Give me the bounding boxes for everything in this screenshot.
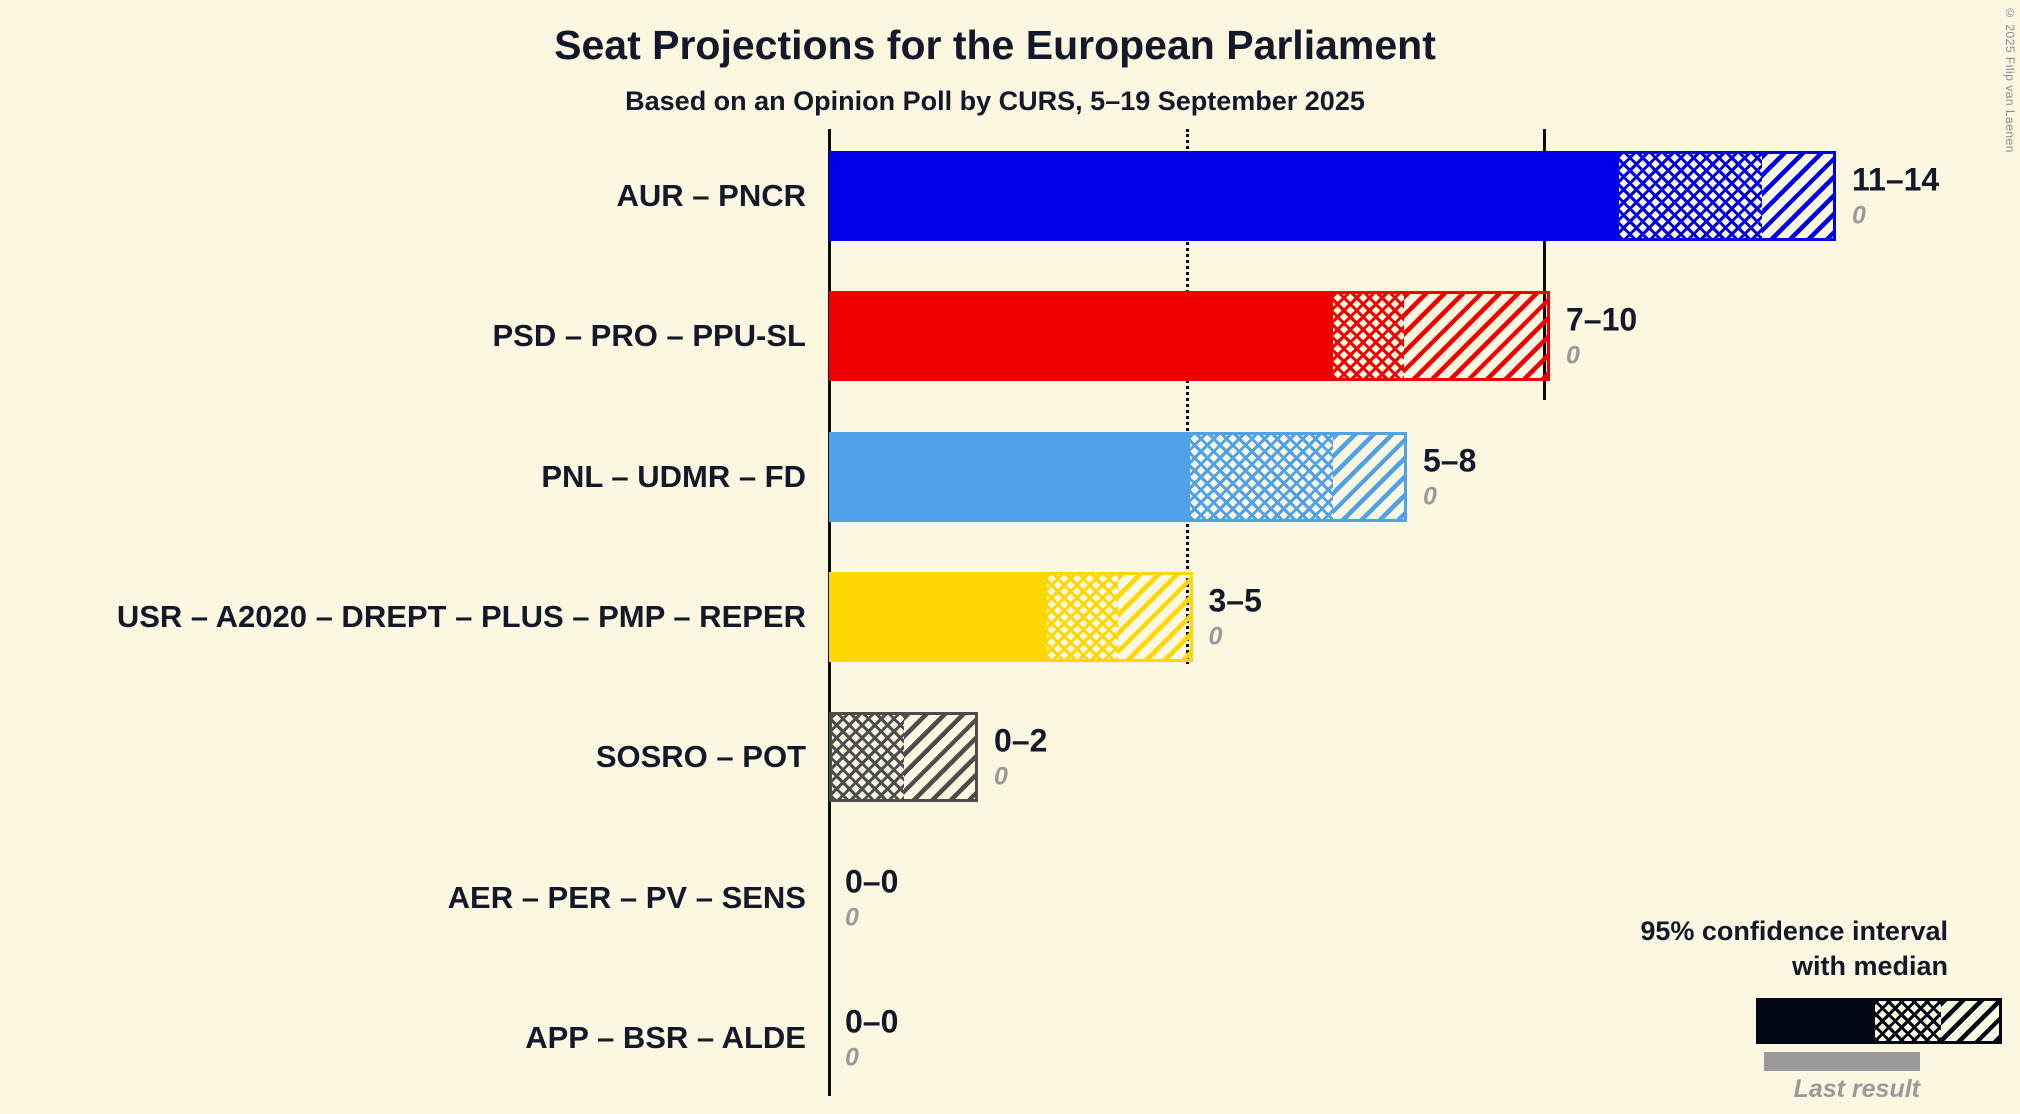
ci-lower-solid-segment xyxy=(832,574,1047,659)
party-label: SOSRO – POT xyxy=(595,739,806,775)
seat-range-label: 5–8 xyxy=(1423,442,1477,479)
seat-range-label: 0–0 xyxy=(845,863,899,899)
seat-range-label: 7–10 xyxy=(1566,301,1638,338)
legend-crosshatch-segment xyxy=(1875,1001,1941,1041)
value-labels: 5–8 0 xyxy=(1423,442,1476,511)
chart-row: AUR – PNCR 11–14 0 xyxy=(0,151,2020,241)
ci-median-to-high-diagonal-segment xyxy=(1118,574,1190,659)
legend-diagonal-segment xyxy=(1941,1001,1999,1041)
legend-text-line1: 95% confidence interval xyxy=(1640,916,1948,946)
last-result-value: 0 xyxy=(1208,622,1223,651)
party-label: PNL – UDMR – FD xyxy=(541,458,806,494)
chart-subtitle: Based on an Opinion Poll by CURS, 5–19 S… xyxy=(625,86,1365,116)
party-label: APP – BSR – ALDE xyxy=(525,1019,806,1055)
last-result-value: 0 xyxy=(1423,482,1437,511)
confidence-interval-bar xyxy=(829,151,1836,241)
ci-low-to-median-crosshatch-segment xyxy=(1189,434,1333,519)
seat-range-label: 11–14 xyxy=(1852,161,1940,198)
party-label: AUR – PNCR xyxy=(616,178,806,213)
legend-solid-segment xyxy=(1759,1001,1875,1041)
ci-median-to-high-diagonal-segment xyxy=(903,715,975,800)
legend-last-result-bar xyxy=(1764,1052,1920,1071)
party-label: USR – A2020 – DREPT – PLUS – PMP – REPER xyxy=(116,598,806,634)
ci-median-to-high-diagonal-segment xyxy=(1332,434,1404,519)
chart-row: APP – BSR – ALDE 0–0 0 xyxy=(0,993,2020,1083)
last-result-value: 0 xyxy=(1566,341,1580,370)
value-labels: 0–0 0 xyxy=(845,1003,898,1072)
legend-last-result-label: Last result xyxy=(1793,1075,1920,1103)
value-labels: 0–0 0 xyxy=(845,863,898,932)
party-label: AER – PER – PV – SENS xyxy=(447,879,806,915)
copyright-notice: © 2025 Filip van Laenen xyxy=(2003,6,2017,153)
legend-text-line2: with median xyxy=(1791,951,1948,981)
value-labels: 11–14 0 xyxy=(1852,162,1939,231)
chart-row: SOSRO – POT 0–2 0 xyxy=(0,712,2020,803)
ci-median-to-high-diagonal-segment xyxy=(1761,154,1833,238)
value-labels: 0–2 0 xyxy=(994,723,1047,792)
confidence-interval-bar xyxy=(829,431,1407,522)
party-label: PSD – PRO – PPU-SL xyxy=(492,318,806,354)
ci-lower-solid-segment xyxy=(832,154,1619,238)
chart-row: USR – A2020 – DREPT – PLUS – PMP – REPER… xyxy=(0,571,2020,662)
seat-range-label: 3–5 xyxy=(1208,582,1262,619)
legend-confidence-bar xyxy=(1756,998,2002,1044)
chart-title: Seat Projections for the European Parlia… xyxy=(554,22,1436,68)
ci-low-to-median-crosshatch-segment xyxy=(1618,154,1762,238)
ci-median-to-high-diagonal-segment xyxy=(1404,294,1547,379)
seat-range-label: 0–2 xyxy=(994,722,1048,759)
last-result-value: 0 xyxy=(845,903,859,931)
chart-row: PSD – PRO – PPU-SL 7–10 0 xyxy=(0,291,2020,382)
chart-row: PNL – UDMR – FD 5–8 0 xyxy=(0,431,2020,522)
value-labels: 3–5 0 xyxy=(1209,582,1262,651)
gridline-dotted-5-seats xyxy=(1185,129,1189,664)
last-result-value: 0 xyxy=(1852,201,1866,230)
seat-range-label: 0–0 xyxy=(845,1003,899,1040)
confidence-interval-bar xyxy=(829,712,978,803)
ci-lower-solid-segment xyxy=(832,434,1190,519)
ci-lower-solid-segment xyxy=(832,294,1333,379)
confidence-interval-bar xyxy=(829,291,1550,382)
last-result-value: 0 xyxy=(994,762,1008,791)
value-labels: 7–10 0 xyxy=(1566,302,1637,371)
ci-low-to-median-crosshatch-segment xyxy=(832,715,904,800)
confidence-interval-bar xyxy=(829,571,1193,662)
ci-low-to-median-crosshatch-segment xyxy=(1046,574,1118,659)
gridline-solid-10-seats xyxy=(1543,129,1546,400)
ci-low-to-median-crosshatch-segment xyxy=(1332,294,1404,379)
chart-row: AER – PER – PV – SENS 0–0 0 xyxy=(0,853,2020,943)
last-result-value: 0 xyxy=(845,1043,859,1072)
